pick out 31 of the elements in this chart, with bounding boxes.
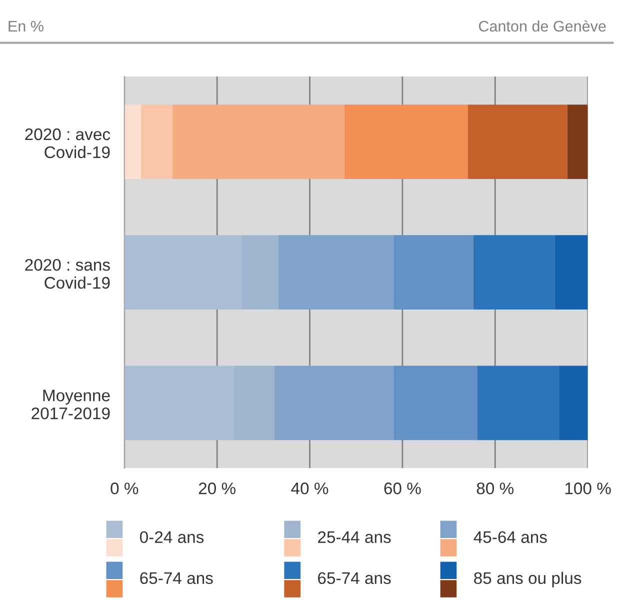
- bar: [478, 366, 560, 440]
- legend-label: 65-74 ans: [140, 572, 213, 584]
- y-tick-label: 2020 : sans Covid-19: [25, 258, 110, 289]
- bar: [141, 104, 173, 179]
- bar: [172, 104, 345, 179]
- bar: [274, 366, 394, 440]
- bar: [554, 235, 588, 310]
- bar: [468, 104, 568, 179]
- legend-label: 45-64 ans: [474, 531, 547, 544]
- bar: [567, 104, 588, 179]
- bar: [394, 366, 478, 440]
- bar: [344, 104, 468, 179]
- bar: [124, 104, 142, 179]
- x-tick-label: 0 %: [110, 482, 138, 494]
- bar: [559, 366, 588, 440]
- bar: [394, 235, 474, 310]
- legend-label: 65-74 ans: [318, 572, 391, 584]
- legend-label: 85 ans ou plus: [474, 572, 582, 588]
- x-tick-label: 20 %: [198, 482, 236, 494]
- x-tick-label: 100 %: [565, 482, 611, 494]
- x-tick-label: 80 %: [476, 482, 514, 494]
- text: Canton de Genève: [478, 20, 606, 32]
- bar: [473, 235, 555, 310]
- x-tick-label: 60 %: [384, 482, 421, 494]
- y-tick-label: 2020 : avec Covid-19: [25, 128, 110, 158]
- y-tick-label: Moyenne 2017-2019: [32, 390, 110, 420]
- x-tick-label: 40 %: [291, 482, 328, 494]
- chart-subtitle: En %: [8, 20, 44, 32]
- legend-label: 0-24 ans: [140, 531, 204, 544]
- legend-label: 25-44 ans: [318, 531, 391, 544]
- bar: [278, 235, 394, 310]
